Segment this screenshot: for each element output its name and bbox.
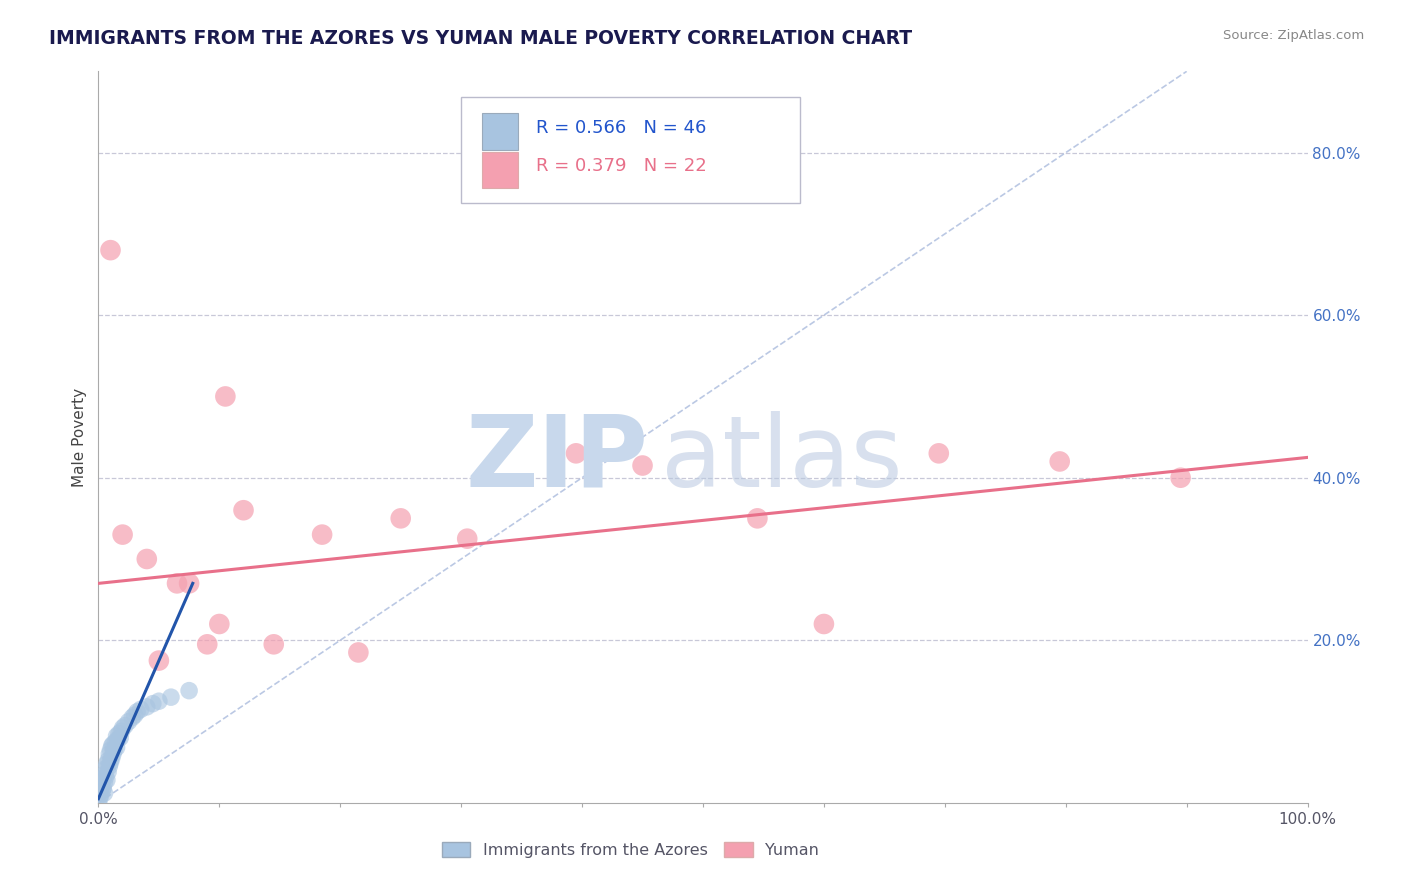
Point [101, 747, 124, 761]
Point [91, 783, 114, 797]
Point [100, 751, 122, 765]
Point [108, 727, 131, 741]
Point [97, 764, 120, 779]
Point [94, 762, 117, 776]
Point [90, 788, 112, 802]
Point [160, 690, 183, 705]
Point [347, 645, 370, 659]
Point [263, 637, 285, 651]
Point [148, 654, 170, 668]
Point [100, 755, 122, 769]
Point [91, 781, 114, 796]
Point [195, 637, 218, 651]
FancyBboxPatch shape [482, 152, 517, 188]
Point [90, 780, 112, 794]
Point [105, 729, 128, 743]
Point [105, 740, 128, 755]
Point [100, 743, 122, 757]
Point [100, 243, 122, 257]
Point [214, 389, 236, 403]
Point [565, 446, 588, 460]
Text: IMMIGRANTS FROM THE AZORES VS YUMAN MALE POVERTY CORRELATION CHART: IMMIGRANTS FROM THE AZORES VS YUMAN MALE… [49, 29, 912, 47]
Point [389, 511, 412, 525]
Point [107, 732, 129, 747]
Point [100, 739, 122, 753]
Point [747, 511, 769, 525]
Point [1049, 454, 1071, 468]
Point [96, 772, 118, 787]
Point [104, 735, 127, 749]
Y-axis label: Male Poverty: Male Poverty [72, 387, 87, 487]
Point [93, 767, 115, 781]
Point [142, 697, 165, 711]
Point [97, 754, 120, 768]
Point [87, 796, 110, 810]
Point [232, 503, 254, 517]
Point [98, 747, 121, 761]
Point [91, 772, 114, 786]
Point [111, 527, 134, 541]
Point [208, 617, 231, 632]
Point [118, 714, 141, 729]
Point [124, 708, 146, 723]
FancyBboxPatch shape [482, 113, 517, 150]
Point [89, 783, 111, 797]
Point [98, 759, 121, 773]
Point [91, 775, 114, 789]
Point [928, 446, 950, 460]
Point [127, 705, 149, 719]
Point [456, 532, 478, 546]
Point [135, 699, 157, 714]
Point [110, 724, 132, 739]
Point [111, 721, 134, 735]
Legend: Immigrants from the Azores, Yuman: Immigrants from the Azores, Yuman [436, 836, 825, 864]
Point [114, 718, 136, 732]
Point [93, 786, 115, 800]
Point [129, 702, 152, 716]
Point [148, 694, 170, 708]
Text: Source: ZipAtlas.com: Source: ZipAtlas.com [1223, 29, 1364, 42]
Point [179, 683, 201, 698]
Point [813, 617, 835, 632]
Point [93, 775, 115, 789]
Text: R = 0.566   N = 46: R = 0.566 N = 46 [536, 119, 706, 136]
Point [103, 743, 125, 757]
FancyBboxPatch shape [461, 97, 800, 203]
Text: ZIP: ZIP [465, 410, 648, 508]
Text: atlas: atlas [661, 410, 903, 508]
Point [96, 756, 118, 771]
Point [179, 576, 201, 591]
Point [89, 791, 111, 805]
Point [101, 737, 124, 751]
Point [135, 552, 157, 566]
Point [311, 527, 333, 541]
Point [108, 731, 131, 745]
Point [631, 458, 654, 473]
Point [94, 770, 117, 784]
Text: R = 0.379   N = 22: R = 0.379 N = 22 [536, 158, 707, 176]
Point [121, 710, 143, 724]
Point [1170, 471, 1192, 485]
Point [166, 576, 188, 591]
